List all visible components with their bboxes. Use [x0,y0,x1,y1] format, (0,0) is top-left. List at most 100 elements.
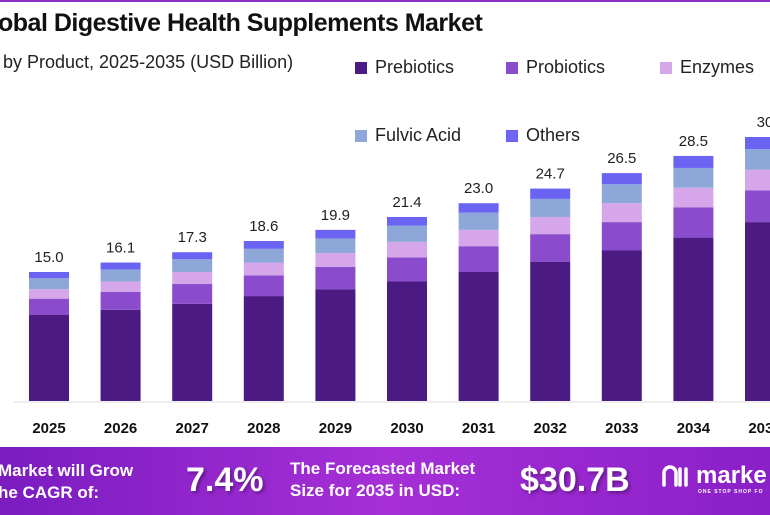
bar-segment-probiotics-2027 [172,284,213,304]
bar-segment-fulvic-acid-2033 [601,184,642,204]
legend-label: Enzymes [680,57,755,77]
bar-segment-enzymes-2029 [315,253,356,267]
bar-segment-others-2025 [29,272,69,279]
bar-segment-fulvic-acid-2028 [243,248,284,263]
logo-text: marke [696,462,767,489]
total-label-2028: 18.6 [249,218,278,235]
total-label-2033: 26.5 [607,150,636,167]
x-tick-label-2029: 2029 [319,420,352,437]
bar-segment-others-2030 [387,216,427,226]
x-tick-label-2031: 2031 [462,420,495,437]
bar-segment-others-2027 [172,252,213,260]
total-label-2025: 15.0 [34,249,63,266]
cagr-text-line2: he CAGR of: [0,483,100,502]
cagr-value: 7.4% [186,461,264,499]
bar-segment-enzymes-2027 [172,272,213,285]
total-label-2034: 28.5 [679,133,708,150]
total-label-2031: 23.0 [464,180,493,197]
bar-segment-others-2029 [315,229,356,239]
bar-segment-others-2033 [601,173,642,185]
bar-segment-probiotics-2026 [100,291,141,310]
bar-segment-enzymes-2032 [530,216,571,235]
legend-swatch [660,61,672,74]
bar-segment-prebiotics-2029 [315,289,356,401]
x-tick-label-2034: 2034 [677,420,711,437]
bar-segment-probiotics-2034 [673,207,714,238]
forecast-text-line2: Size for 2035 in USD: [290,481,461,500]
legend-fulvic-acid: Fulvic Acid [355,125,461,146]
total-label-2032: 24.7 [536,166,565,183]
logo-icon [662,465,688,487]
forecast-text-line1: The Forecasted Market [290,459,476,478]
bar-segment-probiotics-2031 [458,246,499,272]
legend-enzymes: Enzymes [660,57,754,78]
bar-segment-prebiotics-2026 [100,309,141,401]
x-tick-label-2030: 2030 [390,420,423,437]
bar-segment-enzymes-2026 [100,281,141,292]
bar-segment-probiotics-2030 [387,257,427,282]
legend-swatch [506,129,518,142]
bar-segment-prebiotics-2030 [387,281,427,401]
x-tick-label-2032: 2032 [534,420,567,437]
bar-segment-fulvic-acid-2031 [458,212,499,230]
bar-segment-prebiotics-2027 [172,303,213,401]
bar-segment-enzymes-2034 [673,187,714,208]
bar-segment-probiotics-2033 [601,222,642,251]
total-label-2030: 21.4 [392,194,421,211]
bar-segment-others-2034 [673,155,714,168]
chart-title: obal Digestive Health Supplements Market [0,9,483,37]
bar-segment-prebiotics-2032 [530,261,571,401]
brand-logo: marke ONE STOP SHOP FO [660,461,767,495]
bar-segment-prebiotics-2028 [243,296,284,401]
bar-segment-others-2035 [745,136,770,150]
bar-segment-prebiotics-2033 [601,250,642,401]
total-label-2029: 19.9 [321,207,350,224]
bar-segment-probiotics-2028 [243,275,284,297]
cagr-text: Market will Grow he CAGR of: [0,460,133,504]
legend-probiotics: Probiotics [506,57,605,78]
bar-segment-fulvic-acid-2034 [673,167,714,188]
stacked-bar-chart: 15.0 2025 16.1 2026 17.3 2027 18.6 2028 19.9 2029… [14,114,770,437]
bar-segment-enzymes-2035 [745,169,770,191]
bar-segment-fulvic-acid-2026 [100,269,141,282]
bar-segment-fulvic-acid-2032 [530,198,571,217]
bar-segment-fulvic-acid-2029 [315,238,356,254]
bar-segment-prebiotics-2025 [29,315,69,401]
bar-segment-others-2031 [458,203,499,213]
bar-segment-prebiotics-2031 [458,272,499,401]
x-tick-label-2027: 2027 [176,420,209,437]
bar-segment-others-2028 [243,241,284,249]
x-tick-label-2028: 2028 [247,420,280,437]
forecast-text: The Forecasted Market Size for 2035 in US… [290,458,475,502]
bar-segment-prebiotics-2034 [673,237,714,401]
bar-segment-fulvic-acid-2027 [172,259,213,272]
chart-subtitle: by Product, 2025-2035 (USD Billion) [3,52,294,72]
legend-swatch [355,61,367,74]
legend-others: Others [506,125,580,146]
bar-segment-fulvic-acid-2025 [29,278,69,290]
legend-label: Probiotics [526,57,606,77]
legend-label: Prebiotics [375,57,455,77]
x-tick-label-2026: 2026 [104,420,137,437]
legend-prebiotics: Prebiotics [355,57,454,78]
legend-swatch [506,61,518,74]
footer-banner: Market will Grow he CAGR of: 7.4% The For… [0,447,770,515]
bar-segment-fulvic-acid-2035 [745,149,770,170]
x-tick-label-2035: 2035 [748,420,770,437]
bar-segment-prebiotics-2035 [745,222,770,401]
legend-swatch [355,129,367,142]
total-label-2027: 17.3 [178,229,207,246]
bar-segment-others-2026 [100,262,141,270]
top-border [0,0,770,2]
legend-label: Others [526,125,581,145]
bar-segment-enzymes-2030 [387,241,427,258]
total-label-2026: 16.1 [106,240,135,257]
bar-segment-enzymes-2033 [601,203,642,223]
bar-segment-others-2032 [530,188,571,199]
x-tick-label-2033: 2033 [605,420,638,437]
bar-segment-enzymes-2028 [243,262,284,276]
bar-segment-enzymes-2031 [458,229,499,247]
bar-segment-probiotics-2032 [530,234,571,262]
x-tick-label-2025: 2025 [32,420,65,437]
total-label-2035: 30 [757,114,770,131]
